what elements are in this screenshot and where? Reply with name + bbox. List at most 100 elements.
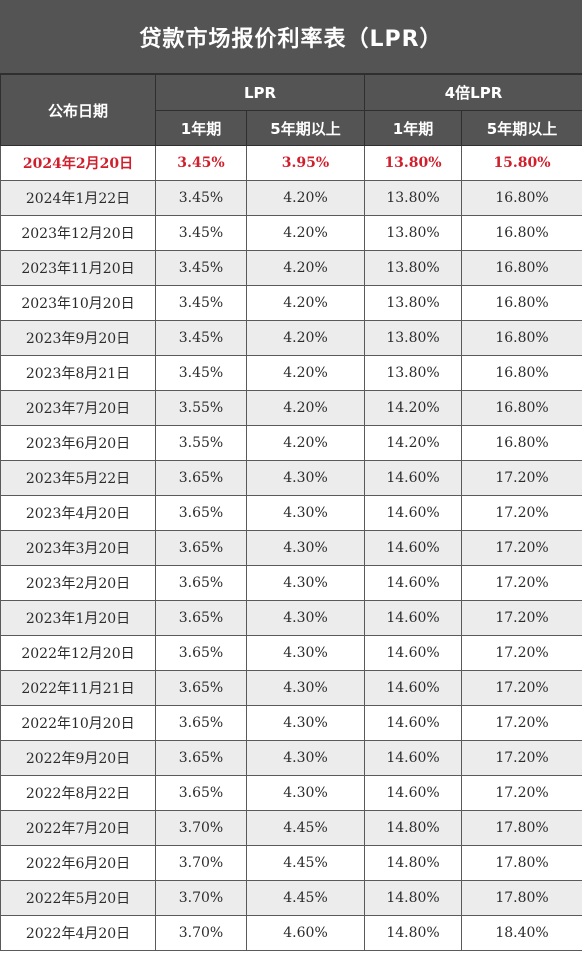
cell-date: 2022年10月20日 [0,705,156,741]
cell-4x-1y: 13.80% [364,180,463,216]
table-row: 2022年6月20日 3.70% 4.45% 14.80% 17.80% [0,845,582,881]
header-group-4x-lpr: 4倍LPR [364,74,582,111]
cell-date: 2023年12月20日 [0,215,156,251]
cell-lpr-1y: 3.45% [155,320,247,356]
cell-lpr-5y: 4.30% [245,740,366,776]
cell-4x-5y: 17.20% [461,495,582,531]
table-row: 2022年8月22日 3.65% 4.30% 14.60% 17.20% [0,775,582,811]
page-title: 贷款市场报价利率表（LPR） [0,0,582,74]
header-4x-1y: 1年期 [364,110,463,146]
cell-lpr-5y: 4.30% [245,565,366,601]
cell-lpr-5y: 4.20% [245,180,366,216]
cell-date: 2023年11月20日 [0,250,156,286]
cell-lpr-1y: 3.65% [155,495,247,531]
cell-4x-1y: 14.60% [364,740,463,776]
cell-date: 2023年3月20日 [0,530,156,566]
cell-lpr-1y: 3.55% [155,390,247,426]
cell-date: 2023年4月20日 [0,495,156,531]
cell-4x-5y: 16.80% [461,355,582,391]
cell-4x-1y: 13.80% [364,250,463,286]
cell-lpr-1y: 3.65% [155,460,247,496]
cell-4x-1y: 14.60% [364,670,463,706]
cell-4x-1y: 14.60% [364,775,463,811]
cell-4x-1y: 14.80% [364,880,463,916]
cell-4x-5y: 16.80% [461,180,582,216]
cell-4x-5y: 17.20% [461,460,582,496]
table-row: 2022年4月20日 3.70% 4.60% 14.80% 18.40% [0,915,582,951]
cell-4x-5y: 17.20% [461,530,582,566]
table-row: 2022年9月20日 3.65% 4.30% 14.60% 17.20% [0,740,582,776]
cell-date: 2023年2月20日 [0,565,156,601]
table-row: 2022年10月20日 3.65% 4.30% 14.60% 17.20% [0,705,582,741]
cell-lpr-5y: 4.20% [245,355,366,391]
cell-4x-1y: 13.80% [364,320,463,356]
cell-4x-1y: 14.80% [364,810,463,846]
cell-4x-1y: 13.80% [364,355,463,391]
cell-4x-1y: 14.60% [364,530,463,566]
cell-lpr-5y: 4.30% [245,600,366,636]
cell-date: 2022年6月20日 [0,845,156,881]
cell-lpr-5y: 4.45% [245,845,366,881]
table-row: 2022年5月20日 3.70% 4.45% 14.80% 17.80% [0,880,582,916]
cell-4x-1y: 14.20% [364,425,463,461]
cell-lpr-1y: 3.45% [155,250,247,286]
cell-lpr-5y: 4.20% [245,320,366,356]
table-row-latest: 2024年2月20日 3.45% 3.95% 13.80% 15.80% [0,145,582,181]
cell-lpr-5y: 4.20% [245,250,366,286]
cell-lpr-1y: 3.45% [155,355,247,391]
table-row: 2023年12月20日 3.45% 4.20% 13.80% 16.80% [0,215,582,251]
header-group-lpr: LPR [154,74,366,111]
cell-4x-5y: 16.80% [461,285,582,321]
cell-lpr-1y: 3.70% [155,845,247,881]
cell-4x-5y: 18.40% [461,915,582,951]
cell-date: 2023年6月20日 [0,425,156,461]
cell-4x-5y: 17.20% [461,670,582,706]
cell-lpr-1y: 3.45% [155,145,247,181]
table-row: 2023年11月20日 3.45% 4.20% 13.80% 16.80% [0,250,582,286]
cell-lpr-5y: 4.30% [245,530,366,566]
cell-4x-1y: 14.80% [364,845,463,881]
cell-lpr-1y: 3.70% [155,810,247,846]
cell-lpr-5y: 4.45% [245,810,366,846]
cell-lpr-5y: 4.30% [245,705,366,741]
cell-4x-1y: 13.80% [364,285,463,321]
cell-lpr-5y: 3.95% [245,145,366,181]
table-row: 2023年5月22日 3.65% 4.30% 14.60% 17.20% [0,460,582,496]
cell-4x-5y: 17.20% [461,705,582,741]
cell-4x-5y: 16.80% [461,425,582,461]
cell-4x-5y: 15.80% [461,145,582,181]
cell-date: 2022年8月22日 [0,775,156,811]
cell-date: 2022年9月20日 [0,740,156,776]
table-row: 2023年2月20日 3.65% 4.30% 14.60% 17.20% [0,565,582,601]
cell-lpr-1y: 3.55% [155,425,247,461]
cell-date: 2022年7月20日 [0,810,156,846]
table-row: 2023年9月20日 3.45% 4.20% 13.80% 16.80% [0,320,582,356]
cell-lpr-5y: 4.30% [245,775,366,811]
cell-lpr-1y: 3.65% [155,565,247,601]
header-lpr-5y: 5年期以上 [245,110,366,146]
cell-4x-5y: 17.80% [461,845,582,881]
cell-lpr-5y: 4.30% [245,495,366,531]
cell-date: 2024年1月22日 [0,180,156,216]
cell-lpr-5y: 4.30% [245,460,366,496]
header-4x-5y: 5年期以上 [461,110,582,146]
table-row: 2022年12月20日 3.65% 4.30% 14.60% 17.20% [0,635,582,671]
cell-lpr-1y: 3.65% [155,705,247,741]
cell-lpr-1y: 3.70% [155,915,247,951]
table-row: 2022年11月21日 3.65% 4.30% 14.60% 17.20% [0,670,582,706]
cell-lpr-1y: 3.45% [155,215,247,251]
cell-date: 2024年2月20日 [0,145,156,181]
header-lpr-1y: 1年期 [155,110,247,146]
cell-date: 2022年11月21日 [0,670,156,706]
cell-lpr-5y: 4.20% [245,390,366,426]
table-row: 2023年8月21日 3.45% 4.20% 13.80% 16.80% [0,355,582,391]
cell-lpr-1y: 3.65% [155,670,247,706]
cell-4x-5y: 17.20% [461,565,582,601]
cell-4x-5y: 17.20% [461,635,582,671]
table-row: 2023年3月20日 3.65% 4.30% 14.60% 17.20% [0,530,582,566]
cell-date: 2023年10月20日 [0,285,156,321]
cell-4x-1y: 14.60% [364,495,463,531]
cell-lpr-1y: 3.65% [155,775,247,811]
cell-4x-1y: 14.60% [364,565,463,601]
cell-lpr-5y: 4.30% [245,635,366,671]
